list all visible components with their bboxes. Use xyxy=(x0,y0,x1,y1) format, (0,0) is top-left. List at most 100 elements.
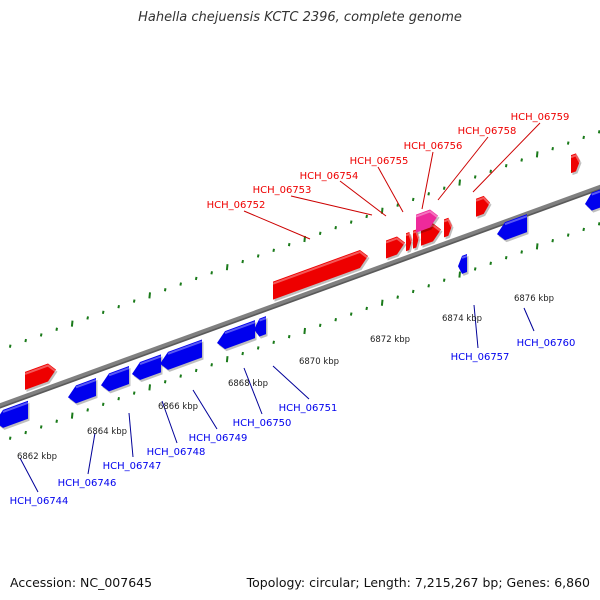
inner-tick xyxy=(86,408,89,412)
gene-label: HCH_06754 xyxy=(300,171,359,182)
gene-arrow-reverse xyxy=(254,316,268,339)
inner-tick xyxy=(225,356,229,363)
scale-tick-label: 6872 kbp xyxy=(370,335,410,345)
gene-arrow-forward xyxy=(443,217,454,240)
scale-tick-label: 6862 kbp xyxy=(17,452,57,462)
inner-tick xyxy=(520,250,523,254)
inner-tick xyxy=(458,271,461,278)
outer-tick xyxy=(39,333,43,337)
outer-tick xyxy=(427,192,430,196)
outer-tick xyxy=(287,242,291,247)
outer-tick xyxy=(334,225,337,230)
inner-tick xyxy=(473,267,477,271)
inner-tick xyxy=(566,233,570,237)
inner-tick xyxy=(582,227,585,232)
gene-label: HCH_06744 xyxy=(10,496,69,507)
label-leader-line xyxy=(523,307,535,332)
label-leader-line xyxy=(243,367,263,415)
inner-tick xyxy=(551,239,554,243)
outer-tick xyxy=(70,320,74,327)
gene-label: HCH_06757 xyxy=(451,352,510,363)
outer-tick xyxy=(210,271,213,275)
scale-tick-label: 6874 kbp xyxy=(442,314,482,324)
outer-tick xyxy=(349,220,353,224)
scale-tick-label: 6866 kbp xyxy=(158,402,198,412)
inner-tick xyxy=(148,384,151,391)
inner-tick xyxy=(396,295,399,299)
outer-tick xyxy=(566,141,570,145)
inner-tick xyxy=(334,317,337,322)
outer-tick xyxy=(411,197,415,202)
scale-tick-label: 6876 kbp xyxy=(514,294,554,304)
gene-label: HCH_06752 xyxy=(207,200,266,211)
gene-arrow-highlight xyxy=(415,209,440,235)
accession-text: Accession: NC_007645 xyxy=(10,575,153,590)
inner-tick xyxy=(411,289,415,294)
outer-tick xyxy=(396,203,399,207)
scale-tick-label: 6868 kbp xyxy=(228,379,268,389)
outer-tick xyxy=(225,264,229,271)
outer-tick xyxy=(256,254,260,258)
inner-tick xyxy=(349,312,353,316)
inner-tick-row xyxy=(8,222,600,440)
scale-labels: 6862 kbp 6864 kbp 6866 kbp 6868 kbp 6870 kbp… xyxy=(17,294,554,462)
inner-tick xyxy=(535,243,539,250)
gene-label: HCH_06749 xyxy=(189,433,248,444)
outer-tick xyxy=(8,344,12,348)
inner-tick xyxy=(24,430,27,435)
outer-tick xyxy=(473,175,477,179)
inner-tick xyxy=(597,222,600,226)
gene-label: HCH_06758 xyxy=(458,126,517,137)
label-leader-line xyxy=(128,412,134,458)
inner-tick xyxy=(101,402,105,407)
outer-tick xyxy=(148,292,151,299)
outer-tick xyxy=(365,214,368,219)
inner-tick xyxy=(8,436,12,440)
outer-tick xyxy=(318,231,322,236)
outer-tick xyxy=(179,282,182,286)
gene-label: HCH_06759 xyxy=(511,112,570,123)
inner-tick xyxy=(256,346,260,350)
gene-label: HCH_06751 xyxy=(279,403,338,414)
outer-tick xyxy=(86,316,89,320)
gene-arrow-reverse xyxy=(101,366,131,394)
label-leader-line xyxy=(19,457,39,493)
inner-tick xyxy=(163,380,167,384)
inner-tick xyxy=(132,391,136,395)
inner-tick xyxy=(39,425,43,429)
gene-arrow-reverse xyxy=(217,320,257,352)
label-leader-line xyxy=(437,136,489,201)
outer-tick xyxy=(272,248,275,252)
label-leader-line xyxy=(192,389,218,430)
outer-tick xyxy=(442,186,446,190)
gene-label: HCH_06750 xyxy=(233,418,292,429)
gene-arrow-forward xyxy=(405,232,414,254)
genome-backbone xyxy=(0,184,600,409)
inner-tick xyxy=(489,261,492,265)
label-leader-line xyxy=(421,151,434,210)
outer-tick xyxy=(551,147,554,151)
inner-tick xyxy=(504,255,508,260)
gene-label: HCH_06747 xyxy=(103,461,162,472)
gene-labels: HCH_06752 HCH_06753 HCH_06754 HCH_06755 HCH_… xyxy=(10,112,576,507)
gene-arrow-forward xyxy=(24,363,58,392)
genome-summary-text: Topology: circular; Length: 7,215,267 bp… xyxy=(246,575,590,590)
gene-arrow-reverse xyxy=(132,354,163,383)
outer-tick xyxy=(194,276,198,281)
outer-tick xyxy=(101,310,105,315)
gene-label: HCH_06746 xyxy=(58,478,117,489)
inner-tick xyxy=(117,396,120,401)
inner-tick xyxy=(303,327,306,335)
gene-label: HCH_06755 xyxy=(350,156,409,167)
inner-tick xyxy=(70,412,74,419)
inner-tick xyxy=(318,323,322,328)
gene-arrow-reverse xyxy=(68,378,98,406)
outer-tick xyxy=(597,130,600,134)
map-title: Hahella chejuensis KCTC 2396, complete g… xyxy=(138,10,462,25)
inner-tick xyxy=(210,363,213,367)
label-leader-line xyxy=(161,400,178,444)
outer-tick xyxy=(582,135,585,140)
outer-tick xyxy=(535,151,539,158)
gene-arrow-forward xyxy=(385,236,407,261)
